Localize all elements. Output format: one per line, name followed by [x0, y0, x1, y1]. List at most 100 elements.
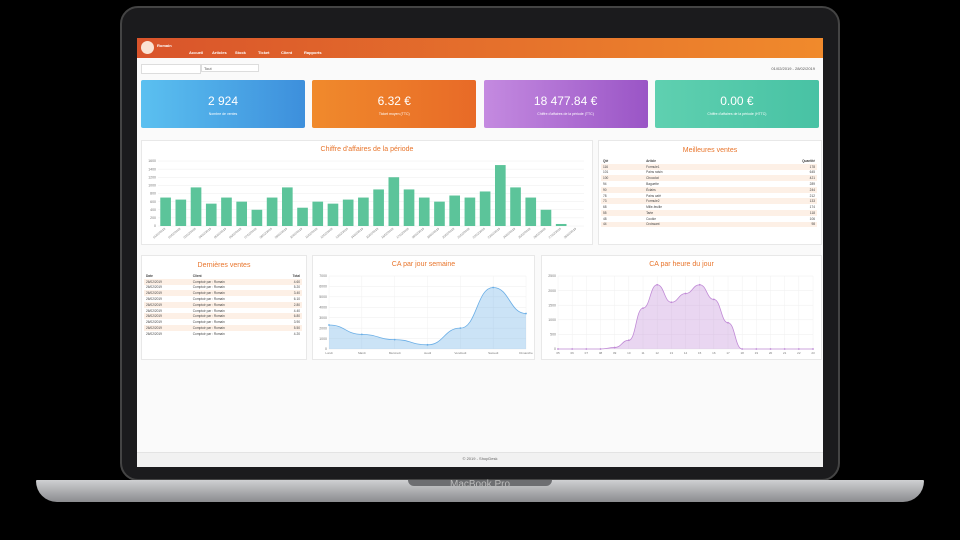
nav-item[interactable]: Stock	[235, 50, 246, 55]
cell: 118	[738, 210, 817, 216]
x-tick-label: 03/02/2019	[183, 226, 197, 239]
x-tick-label: 12/02/2019	[320, 226, 334, 239]
chart-title: Chiffre d'affaires de la période	[321, 146, 414, 153]
point	[571, 348, 574, 350]
cell: Pains raisin	[646, 170, 663, 175]
cell: 26/02/2019	[146, 331, 162, 336]
area	[329, 287, 526, 349]
bar	[190, 187, 202, 226]
x-tick-label: 09	[613, 351, 617, 355]
bar	[388, 177, 400, 226]
kpi-card: 6.32 € Ticket moyen (TTC)	[312, 80, 477, 128]
bar	[160, 197, 171, 226]
x-tick-label: 08/02/2019	[259, 226, 273, 239]
cell: Éclairs	[644, 186, 739, 193]
user-name[interactable]: Romain	[157, 43, 172, 48]
date-range[interactable]: 01/02/2019 - 28/02/2019	[771, 66, 815, 71]
kpi-value: 0.00 €	[720, 94, 754, 108]
cell: 421	[738, 175, 817, 182]
cell: Chocolat	[644, 175, 739, 182]
x-tick-label: 14/02/2019	[350, 226, 364, 239]
column-header: Date	[146, 273, 153, 278]
filter-select[interactable]: Tout	[201, 64, 259, 72]
y-tick-label: 1000	[319, 337, 327, 341]
y-tick-label: 4000	[319, 305, 327, 309]
bar	[312, 201, 324, 226]
cell: 44	[601, 221, 645, 228]
select[interactable]	[141, 64, 201, 74]
table: Qté Article Quantité 116 Formule1 178 101 Pains…	[601, 158, 817, 228]
point	[812, 348, 814, 350]
panel: Chiffre d'affaires de la période 0 200 400 6…	[141, 140, 593, 245]
cell: Comptoir par : Romain	[192, 297, 225, 302]
point	[755, 348, 758, 350]
y-tick-label: 2500	[548, 274, 556, 278]
hourly-chart: CA par heure du jour 0 500 1000 1500 2000 2500…	[548, 261, 815, 355]
cell: Comptoir par : Romain	[190, 313, 276, 320]
point	[684, 292, 687, 295]
nav-item[interactable]: Rapports	[304, 50, 322, 55]
avatar	[141, 41, 154, 54]
cell: Mille-feuille	[646, 205, 663, 210]
cell: 90	[601, 186, 645, 193]
x-tick-label: 07	[585, 351, 589, 355]
x-tick-label: 13/02/2019	[335, 226, 349, 239]
x-tick-label: 16/02/2019	[380, 226, 394, 239]
x-tick-label: 10	[627, 351, 631, 355]
cell: Comptoir par : Romain	[190, 278, 276, 285]
nav-item[interactable]: Ticket	[258, 50, 270, 55]
cell: 174	[809, 205, 815, 210]
cell: Comptoir par : Romain	[192, 308, 225, 313]
cell: 94	[603, 182, 607, 187]
table-row: 90 Éclairs 244	[601, 186, 817, 193]
point	[393, 338, 396, 341]
x-tick-label: 27/02/2019	[548, 226, 562, 239]
cell: 55	[601, 210, 645, 216]
x-tick-label: 22	[797, 351, 801, 355]
x-tick-label: 07/02/2019	[243, 226, 257, 239]
chart-title: CA par heure du jour	[649, 261, 714, 268]
panel-title: Dernières ventes	[197, 262, 251, 269]
point	[642, 307, 644, 310]
table-row: 44 Croissant 98	[601, 221, 817, 228]
table-row: 116 Formule1 178	[601, 163, 817, 170]
x-tick-label: 11	[641, 351, 644, 355]
laptop-base	[36, 480, 924, 502]
y-tick-label: 7000	[319, 274, 327, 278]
y-tick-label: 3000	[319, 316, 327, 320]
kpi-value: 18 477.84 €	[533, 94, 598, 108]
point	[525, 312, 527, 315]
cell: 4.60	[275, 278, 302, 285]
cell: 26/02/2019	[146, 308, 162, 313]
point	[328, 324, 330, 326]
cell: Comptoir par : Romain	[192, 285, 225, 290]
bar	[373, 189, 384, 226]
point	[557, 348, 559, 350]
y-tick-label: 1500	[548, 303, 556, 307]
cell: 26/02/2019	[144, 290, 191, 297]
kpi-card: 2 924 Nombre de ventes	[141, 80, 305, 128]
chart-title: CA par jour semaine	[392, 261, 456, 268]
nav-item[interactable]: Accueil	[189, 50, 204, 55]
cell: Formule1	[644, 163, 739, 170]
x-tick-label: Dimanche	[519, 351, 533, 355]
header-row: Qté Article Quantité	[601, 158, 817, 164]
table-row: 55 Tarte 118	[601, 210, 817, 216]
point	[426, 343, 429, 346]
cell: Cookie	[646, 216, 657, 221]
y-tick-label: 2000	[319, 326, 327, 330]
cell: 68	[603, 205, 607, 210]
header-row: Date Client Total	[144, 273, 302, 279]
bar	[418, 197, 430, 226]
point	[599, 348, 602, 350]
bar	[342, 199, 354, 226]
x-tick-label: 17/02/2019	[396, 226, 410, 239]
y-tick-label: 200	[150, 216, 156, 220]
table-row: 26/02/2019 Comptoir par : Romain 3.90	[144, 319, 302, 325]
nav-item[interactable]: Articles	[212, 50, 227, 55]
bar	[510, 187, 521, 226]
cell: Tarte	[644, 210, 739, 216]
nav-item[interactable]: Client	[281, 50, 293, 55]
x-tick-label: 13	[670, 351, 674, 355]
cell: 78	[603, 193, 607, 198]
